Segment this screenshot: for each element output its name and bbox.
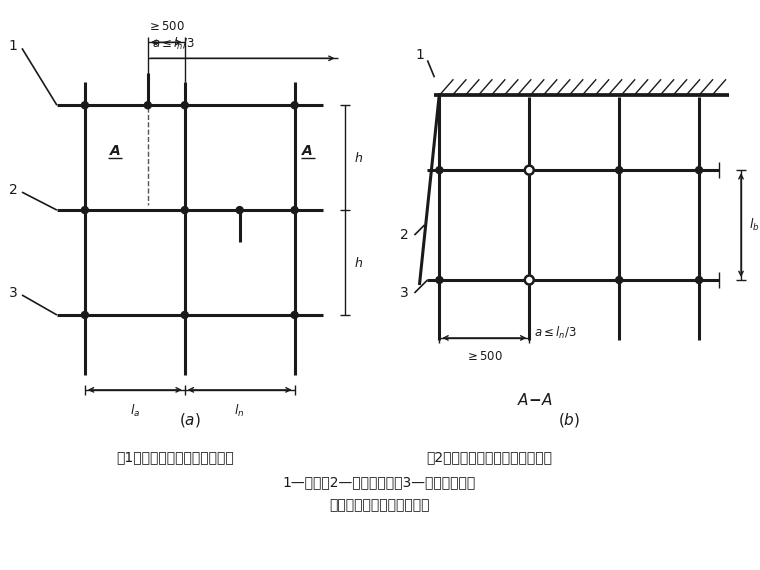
Text: （1）接头不在同步内（立面）: （1）接头不在同步内（立面） [116, 450, 233, 464]
Text: $\geq$500: $\geq$500 [465, 350, 503, 363]
Circle shape [81, 311, 88, 319]
Text: $a\leq l_n/3$: $a\leq l_n/3$ [534, 325, 577, 341]
Circle shape [181, 206, 188, 214]
Circle shape [81, 206, 88, 214]
Circle shape [291, 311, 298, 319]
Text: 2: 2 [8, 183, 17, 197]
Circle shape [181, 101, 188, 109]
Circle shape [616, 166, 622, 174]
Circle shape [436, 166, 443, 174]
Text: $h$: $h$ [353, 255, 363, 270]
Circle shape [525, 275, 534, 284]
Text: 1: 1 [8, 39, 17, 54]
Text: $h$: $h$ [353, 150, 363, 165]
Text: $l_a$: $l_a$ [130, 403, 140, 419]
Circle shape [436, 276, 443, 283]
Text: $(a)$: $(a)$ [179, 411, 201, 429]
Circle shape [236, 206, 243, 214]
Text: $l_n$: $l_n$ [235, 403, 245, 419]
Text: $A\mathbf{-}A$: $A\mathbf{-}A$ [517, 392, 552, 408]
Text: $(b)$: $(b)$ [558, 411, 581, 429]
Circle shape [181, 311, 188, 319]
Text: 纵向水平杆对接接头布置。: 纵向水平杆对接接头布置。 [329, 498, 429, 512]
Circle shape [616, 276, 622, 283]
Text: 1: 1 [415, 48, 424, 62]
Text: $a\leq l_n/3$: $a\leq l_n/3$ [152, 36, 195, 52]
Text: $\geq$500: $\geq$500 [147, 21, 185, 33]
Text: A: A [109, 144, 120, 158]
Text: 3: 3 [400, 286, 409, 300]
Circle shape [695, 166, 702, 174]
Text: 2: 2 [400, 228, 409, 242]
Circle shape [81, 101, 88, 109]
Text: 3: 3 [8, 286, 17, 300]
Circle shape [291, 206, 298, 214]
Text: A: A [302, 144, 313, 158]
Text: （2）接头不在同跨内（平面）。: （2）接头不在同跨内（平面）。 [426, 450, 553, 464]
Circle shape [144, 101, 151, 109]
Circle shape [695, 276, 702, 283]
Text: 1—立杆；2—纵向水平杆；3—横向水平杆。: 1—立杆；2—纵向水平杆；3—横向水平杆。 [283, 475, 476, 488]
Circle shape [291, 101, 298, 109]
Text: $l_b$: $l_b$ [749, 217, 759, 233]
Circle shape [525, 166, 534, 174]
